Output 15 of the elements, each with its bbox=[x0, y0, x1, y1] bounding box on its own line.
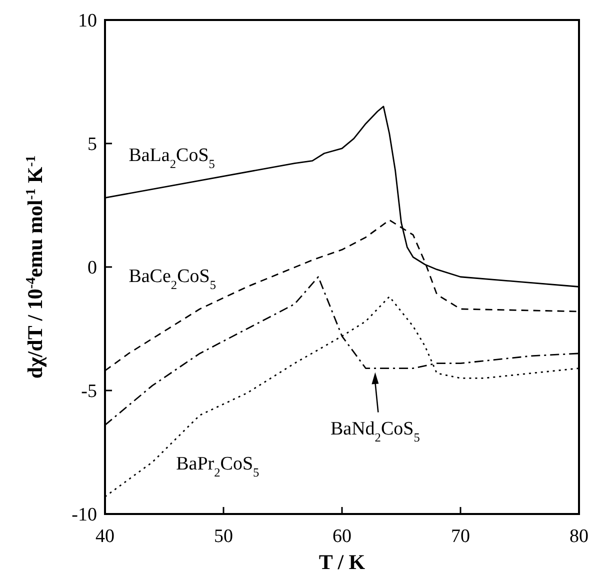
x-tick-label: 70 bbox=[451, 526, 470, 547]
annotation: BaNd$_{2}$CoS$_{5}$ bbox=[330, 418, 420, 444]
y-tick-label: -10 bbox=[72, 504, 97, 526]
x-tick-label: 60 bbox=[332, 526, 352, 547]
y-tick-label: 0 bbox=[88, 258, 97, 279]
series-label: BaCe$_{2}$CoS$_{5}$ bbox=[128, 266, 216, 292]
y-tick-label: 5 bbox=[88, 134, 97, 156]
x-tick-label: 50 bbox=[214, 526, 233, 547]
y-tick-label: 10 bbox=[78, 10, 97, 32]
series-label: BaPr$_{2}$CoS$_{5}$ bbox=[176, 454, 260, 480]
series-label: BaLa$_{2}$CoS$_{5}$ bbox=[128, 144, 215, 171]
x-tick-label: 80 bbox=[570, 526, 588, 547]
y-tick-label: -5 bbox=[81, 381, 97, 402]
x-axis-title: T / K bbox=[318, 550, 366, 574]
x-tick-label: 40 bbox=[96, 526, 114, 547]
